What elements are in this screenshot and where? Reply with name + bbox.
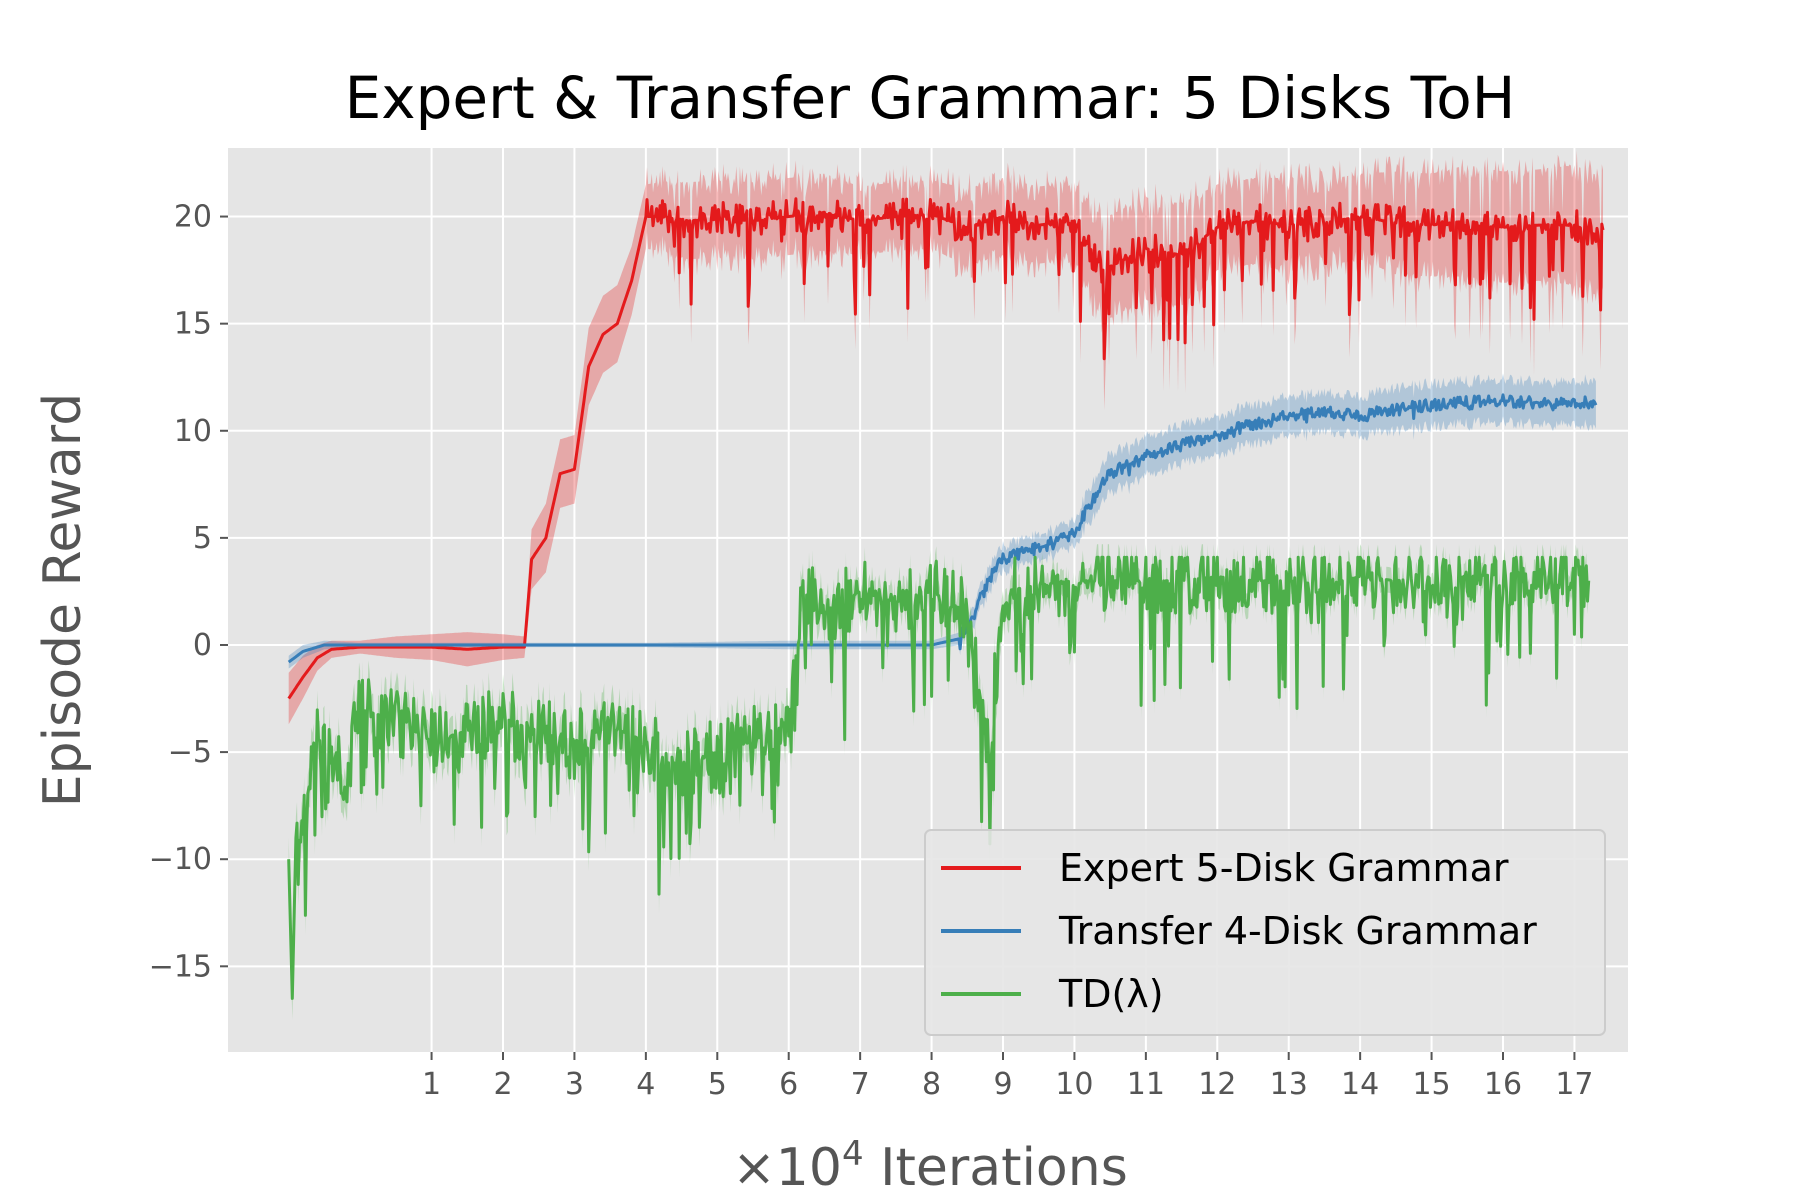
x-tick-label: 6 <box>779 1067 798 1102</box>
legend-entry: TD(λ) <box>1058 972 1164 1016</box>
x-tick-label: 4 <box>636 1067 655 1102</box>
y-tick-label: −5 <box>168 735 212 770</box>
x-tick-label: 5 <box>708 1067 727 1102</box>
x-tick-label: 13 <box>1270 1067 1308 1102</box>
legend: Expert 5-Disk Grammar Transfer 4-Disk Gra… <box>924 829 1606 1036</box>
series-line <box>287 393 1598 664</box>
series-line <box>287 197 1605 700</box>
legend-entry: Transfer 4-Disk Grammar <box>1058 909 1537 953</box>
y-tick-label: 0 <box>193 628 212 663</box>
x-axis-label-exponent: 4 <box>842 1134 864 1174</box>
x-axis-label-suffix: Iterations <box>864 1138 1128 1198</box>
x-tick-label: 17 <box>1555 1067 1593 1102</box>
x-tick-label: 3 <box>565 1067 584 1102</box>
y-tick-label: 10 <box>174 414 212 449</box>
series-lines <box>287 197 1605 1000</box>
x-axis-label-prefix: ×10 <box>732 1138 842 1198</box>
x-axis-label: ×104 Iterations <box>732 1134 1128 1198</box>
y-axis-label: Episode Reward <box>33 393 93 807</box>
y-tick-label: 5 <box>193 521 212 556</box>
legend-entry: Expert 5-Disk Grammar <box>1059 846 1509 890</box>
x-tick-label: 10 <box>1055 1067 1093 1102</box>
x-tick-label: 15 <box>1412 1067 1450 1102</box>
series-line <box>287 555 1591 1000</box>
x-tick-label: 2 <box>493 1067 512 1102</box>
axis-ticks: 1 2 3 4 5 6 7 8 9 10 11 12 13 14 15 16 1720151050−5−10−1… <box>149 200 1594 1102</box>
x-tick-label: 12 <box>1198 1067 1236 1102</box>
y-tick-label: 15 <box>174 307 212 342</box>
y-tick-label: −10 <box>149 842 212 877</box>
x-tick-label: 8 <box>922 1067 941 1102</box>
x-tick-label: 11 <box>1127 1067 1165 1102</box>
x-tick-label: 1 <box>422 1067 441 1102</box>
series-band <box>288 150 1604 725</box>
chart-title: Expert & Transfer Grammar: 5 Disks ToH <box>345 64 1516 132</box>
x-tick-label: 16 <box>1484 1067 1522 1102</box>
y-tick-label: 20 <box>174 200 212 235</box>
legend-box <box>924 829 1606 1036</box>
x-tick-label: 9 <box>993 1067 1012 1102</box>
x-tick-label: 14 <box>1341 1067 1379 1102</box>
x-tick-label: 7 <box>851 1067 870 1102</box>
y-tick-label: −15 <box>149 949 212 984</box>
